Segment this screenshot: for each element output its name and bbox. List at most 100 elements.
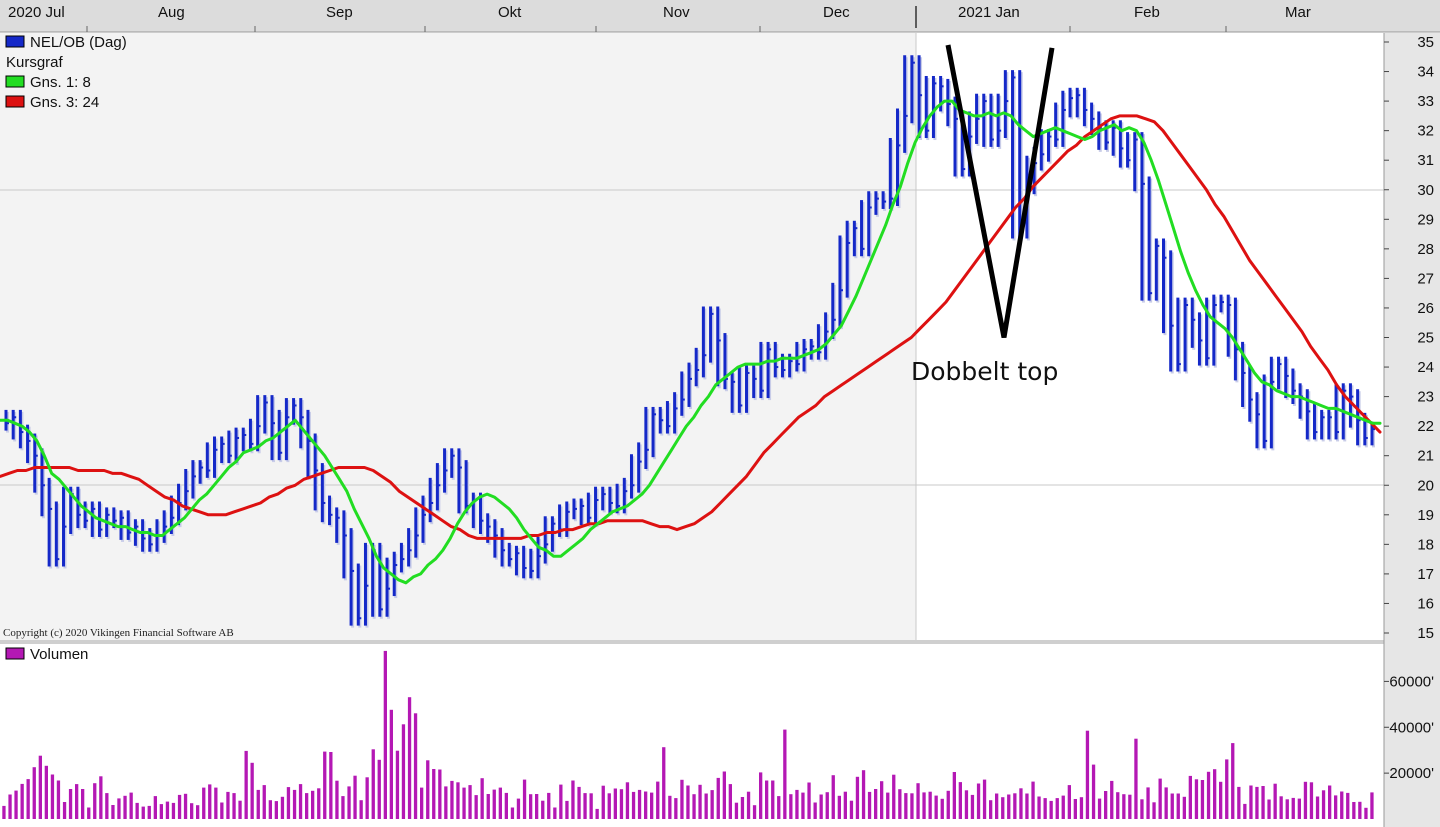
volume-bar bbox=[1146, 787, 1150, 819]
volume-bar bbox=[837, 795, 841, 819]
volume-bar bbox=[171, 802, 176, 819]
volume-bar bbox=[196, 805, 200, 819]
volume-bar bbox=[874, 789, 878, 819]
volume-bar bbox=[1303, 781, 1308, 819]
volume-bar bbox=[813, 802, 817, 819]
volume-bar bbox=[1061, 795, 1065, 819]
x-tick-label: 2020 Jul bbox=[8, 4, 65, 21]
volume-bar bbox=[861, 770, 866, 819]
volume-bar bbox=[1194, 779, 1199, 819]
volume-bar bbox=[976, 783, 981, 819]
volume-bar bbox=[728, 784, 732, 819]
volume-bar bbox=[1158, 778, 1162, 819]
volume-bar bbox=[1237, 786, 1241, 819]
y-tick-label: 21 bbox=[1417, 448, 1434, 465]
volume-bar bbox=[68, 789, 73, 819]
volume-bar bbox=[771, 780, 775, 819]
ma8-line bbox=[0, 99, 1382, 585]
volume-bar bbox=[347, 786, 351, 819]
legend-swatch bbox=[5, 75, 25, 88]
volume-bar bbox=[740, 797, 745, 819]
volume-bar bbox=[1297, 798, 1301, 819]
volume-bar bbox=[432, 769, 436, 819]
volume-bar bbox=[656, 781, 660, 819]
volume-bar bbox=[383, 650, 387, 819]
volume-bar bbox=[1079, 797, 1084, 819]
volume-bar bbox=[765, 780, 769, 819]
volume-bar bbox=[1152, 802, 1156, 819]
y-tick-label: 31 bbox=[1417, 152, 1434, 169]
volume-bar bbox=[220, 802, 224, 819]
volume-bar bbox=[1261, 786, 1265, 819]
volume-bar bbox=[214, 787, 218, 819]
right-axis-band bbox=[1384, 33, 1440, 827]
volume-bar bbox=[958, 782, 962, 819]
volume-bar bbox=[644, 791, 648, 819]
volume-tick-label: 40000' bbox=[1389, 719, 1434, 736]
volume-bar bbox=[1025, 793, 1029, 819]
volume-bar bbox=[438, 769, 442, 819]
volume-bar bbox=[1255, 786, 1259, 819]
y-tick-label: 23 bbox=[1417, 389, 1434, 406]
volume-bar bbox=[256, 789, 260, 819]
volume-bar bbox=[522, 779, 527, 819]
volume-bar bbox=[462, 787, 466, 819]
volume-bar bbox=[789, 794, 793, 819]
x-tick-label: Feb bbox=[1134, 4, 1160, 21]
copyright-text: Copyright (c) 2020 Vikingen Financial So… bbox=[3, 627, 234, 639]
volume-bar bbox=[371, 749, 375, 819]
y-tick-label: 28 bbox=[1417, 241, 1434, 258]
volume-bar bbox=[444, 786, 448, 819]
volume-bar bbox=[516, 798, 521, 819]
volume-bar bbox=[855, 776, 860, 819]
volume-bar bbox=[1200, 780, 1205, 819]
y-tick-label: 30 bbox=[1417, 182, 1434, 199]
volume-bar bbox=[292, 789, 297, 819]
volume-bar bbox=[341, 796, 345, 819]
volume-bar bbox=[492, 789, 496, 819]
volume-bar bbox=[1352, 802, 1356, 819]
volume-bar bbox=[26, 779, 30, 819]
volume-bar bbox=[147, 805, 151, 819]
volume-bar bbox=[8, 794, 12, 819]
volume-bar bbox=[311, 790, 315, 819]
volume-bar bbox=[395, 750, 400, 819]
volume-bar bbox=[1049, 800, 1053, 819]
volume-bar bbox=[722, 771, 726, 819]
volume-bar bbox=[843, 791, 847, 819]
volume-bar bbox=[1231, 743, 1235, 819]
volume-bar bbox=[1007, 794, 1011, 819]
volume-bar bbox=[498, 787, 502, 819]
volume-bar bbox=[1001, 797, 1005, 819]
volume-bar bbox=[849, 800, 854, 819]
volume-bar bbox=[716, 777, 720, 819]
legend-swatch bbox=[5, 35, 25, 48]
volume-bar bbox=[75, 784, 79, 819]
volume-bar bbox=[99, 776, 103, 819]
volume-bar bbox=[1031, 781, 1035, 819]
volume-bar bbox=[274, 801, 278, 819]
legend-entry: Gns. 1: 8 bbox=[30, 74, 91, 91]
volume-bar bbox=[20, 783, 24, 819]
volume-bar bbox=[2, 805, 6, 819]
volume-bar bbox=[377, 759, 381, 819]
volume-bar bbox=[995, 793, 999, 819]
volume-bar bbox=[1213, 769, 1217, 819]
volume-bar bbox=[759, 772, 763, 819]
volume-bar bbox=[329, 752, 333, 819]
double-top-annotation-line bbox=[945, 44, 1055, 338]
x-tick-label: Dec bbox=[823, 4, 850, 21]
volume-bar bbox=[1225, 759, 1229, 819]
volume-bar bbox=[904, 793, 908, 819]
volume-bar bbox=[1067, 785, 1071, 819]
volume-bar bbox=[982, 779, 987, 819]
volume-bar bbox=[964, 790, 969, 819]
volume-bar bbox=[401, 724, 406, 819]
volume-bar bbox=[141, 806, 145, 819]
volume-bar bbox=[650, 792, 654, 819]
volume-bar bbox=[704, 793, 708, 819]
volume-bar bbox=[1073, 799, 1077, 819]
volume-bar bbox=[323, 751, 327, 819]
volume-bar bbox=[825, 792, 829, 819]
volume-bar bbox=[81, 789, 85, 819]
